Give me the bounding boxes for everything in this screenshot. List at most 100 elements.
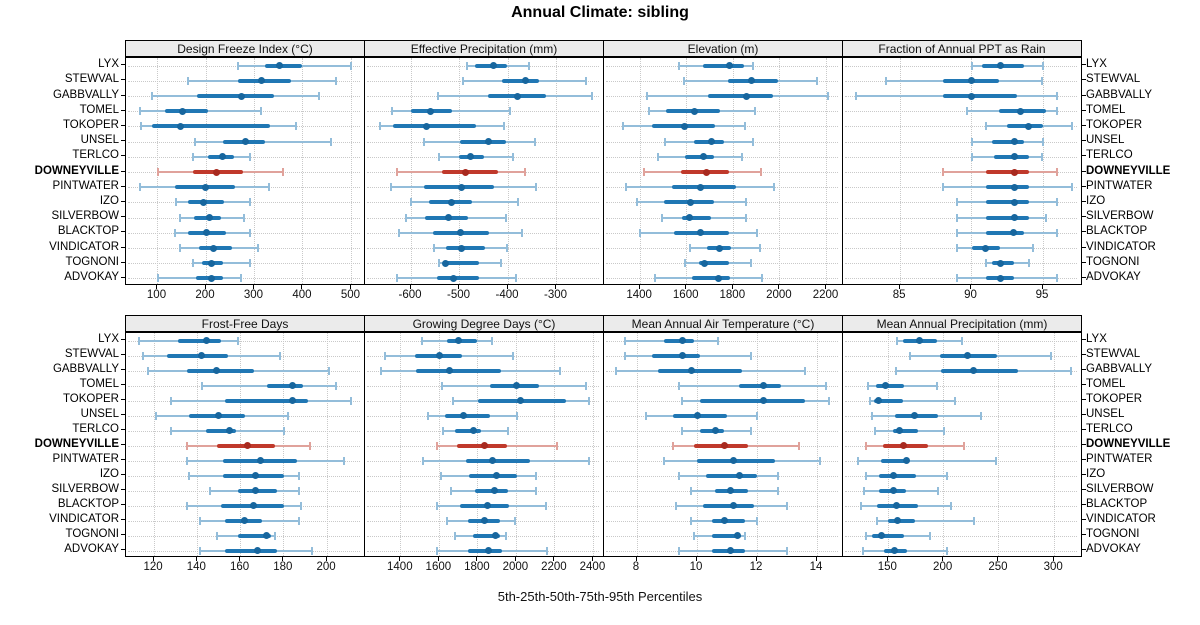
station-label-left-lyx: LYX (98, 333, 119, 345)
whisker-cap-low (200, 381, 203, 390)
whisker-cap-low (942, 168, 944, 176)
row-tick-right (1082, 489, 1086, 490)
whisker-cap-low (409, 198, 412, 207)
whisker-cap-low (423, 137, 426, 146)
whisker-cap-low (884, 76, 887, 85)
range-25-75-advokay (225, 548, 278, 553)
gridline-elevation-m (639, 58, 641, 284)
axis-tick-label-elevation-m: 2000 (766, 289, 792, 301)
row-tick-right (1082, 474, 1086, 475)
whisker-cap-high (506, 244, 509, 252)
axis-tick-frost-free-days (239, 557, 241, 561)
range-25-75-terlco (206, 428, 237, 433)
whisker-cap-high (329, 137, 332, 146)
whisker-cap-high (1032, 244, 1034, 252)
whisker-cap-high (512, 152, 515, 161)
station-label-right-tomel: TOMEL (1086, 103, 1126, 116)
whisker-cap-low (450, 486, 453, 495)
median-dot-tognoni (996, 259, 1004, 267)
row-tick-right (1082, 354, 1086, 355)
panel-strip-elevation-m: Elevation (m) (603, 40, 843, 57)
range-25-75-vindicator (446, 246, 486, 250)
whisker-cap-low (178, 213, 181, 222)
whisker-cap-high (1049, 351, 1052, 360)
whisker-cap-high (751, 137, 754, 146)
row-tick-left (121, 354, 125, 355)
axis-tick-effective-precipitation-mm (409, 285, 411, 289)
axis-tick-design-freeze-index-c (301, 285, 303, 289)
whisker-cap-low (433, 244, 436, 252)
station-label-right-tognoni: TOGNONI (1086, 528, 1140, 540)
whisker-cap-low (942, 183, 944, 192)
median-dot-terlco (466, 153, 474, 161)
row-tick-right (1082, 216, 1086, 218)
whisker-cap-high (1042, 137, 1044, 146)
station-label-left-izo: IZO (99, 468, 119, 480)
row-tick-right (1082, 140, 1086, 142)
whisker-cap-high (760, 168, 763, 176)
row-tick-left (121, 519, 125, 520)
whisker-cap-high (1027, 259, 1030, 268)
row-tick-right (1082, 261, 1086, 263)
whisker-cap-low (865, 471, 868, 480)
whisker-cap-low (678, 381, 680, 390)
whisker-cap-high (334, 76, 337, 85)
median-dot-silverbow (1010, 214, 1018, 222)
row-tick-left (121, 79, 125, 81)
station-label-left-stewval: STEWVAL (64, 348, 119, 360)
median-dot-downeyville (900, 442, 908, 449)
whisker-cap-high (300, 501, 303, 510)
whisker-cap-high (972, 516, 975, 525)
row-tick-right (1082, 414, 1086, 415)
median-dot-tomel (759, 382, 767, 389)
axis-tick-design-freeze-index-c (156, 285, 157, 289)
axis-tick-label-mean-annual-precipitation-mm: 200 (933, 561, 953, 573)
whisker-cap-low (870, 411, 873, 420)
whisker-cap-high (535, 471, 538, 480)
station-label-right-stewval: STEWVAL (1086, 73, 1141, 86)
median-dot-tokoper (288, 397, 296, 404)
station-label-left-silverbow: SILVERBOW (51, 210, 119, 223)
axis-tick-label-growing-degree-days-c: 1800 (464, 561, 490, 573)
gridline-growing-degree-days-c (592, 333, 594, 556)
axis-tick-label-fraction-of-annual-ppt-as-rain: 90 (964, 289, 977, 301)
whisker-cap-high (297, 516, 300, 525)
station-label-left-unsel: UNSEL (80, 408, 119, 420)
median-dot-gabbvally (237, 92, 245, 100)
median-dot-pintwater (489, 457, 497, 464)
station-label-left-gabbvally: GABBVALLY (52, 88, 119, 101)
whisker-cap-high (349, 61, 352, 70)
axis-tick-design-freeze-index-c (252, 285, 254, 289)
whisker-cap-low (874, 426, 877, 435)
whisker-cap-high (1056, 228, 1059, 237)
whisker-cap-high (816, 76, 819, 85)
whisker-cap-low (436, 92, 439, 100)
whisker-cap-low (436, 501, 439, 510)
range-25-75-tognoni (443, 261, 479, 266)
range-5-95-tokoper (869, 399, 955, 402)
row-tick-right (1082, 429, 1086, 430)
whisker-cap-low (209, 486, 212, 495)
row-tick-left (121, 339, 125, 340)
median-dot-tomel (427, 107, 435, 115)
range-25-75-tomel (165, 109, 209, 114)
panel-strip-growing-degree-days-c: Growing Degree Days (°C) (364, 315, 604, 332)
median-dot-izo (1010, 198, 1018, 206)
range-25-75-advokay (436, 276, 479, 281)
median-dot-terlco (1010, 153, 1018, 161)
whisker-cap-high (248, 259, 251, 268)
median-dot-pintwater (729, 457, 737, 464)
panel-strip-fraction-of-annual-ppt-as-rain: Fraction of Annual PPT as Rain (842, 40, 1082, 57)
whisker-cap-high (750, 426, 752, 435)
whisker-cap-high (1070, 122, 1073, 131)
range-25-75-gabbvally (943, 94, 1018, 98)
axis-tick-label-design-freeze-index-c: 400 (292, 289, 312, 301)
whisker-cap-low (868, 396, 871, 405)
whisker-cap-high (994, 456, 997, 465)
median-dot-blacktop (696, 229, 704, 237)
axis-tick-label-frost-free-days: 160 (230, 561, 250, 573)
panel-growing-degree-days-c (364, 332, 604, 557)
whisker-cap-high (1056, 107, 1059, 116)
range-25-75-tokoper (393, 124, 476, 129)
